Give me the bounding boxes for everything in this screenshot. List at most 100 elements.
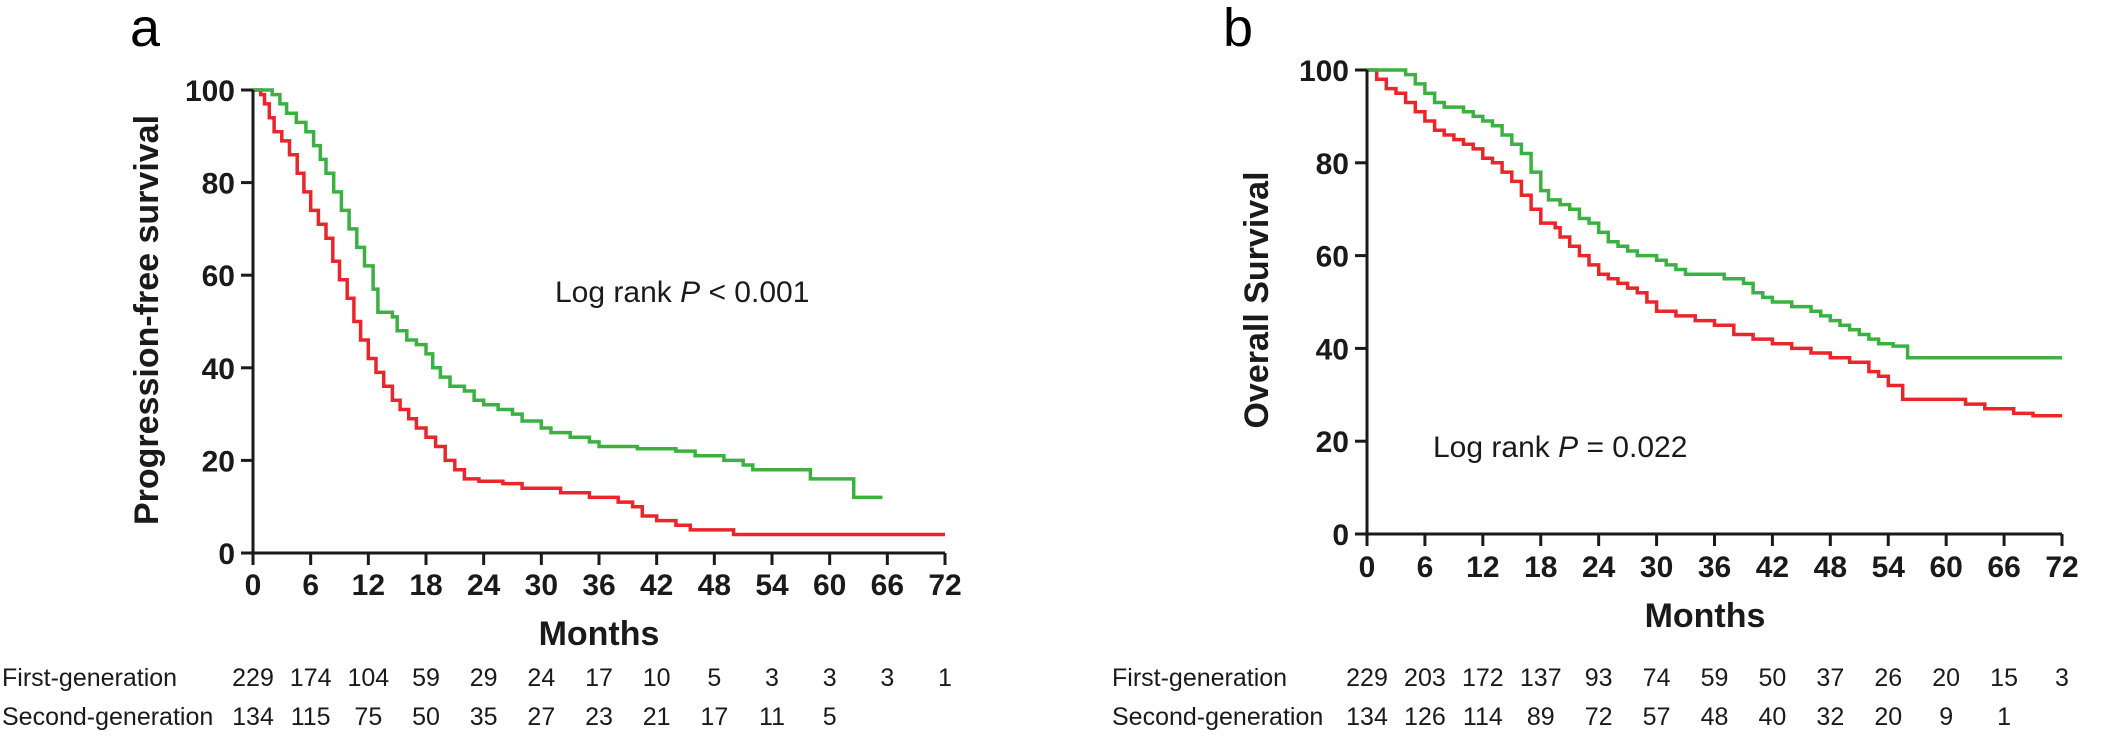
panel-a-pfs-chart: a 0 20 40 60 80 100 0 6 12 18 24 30 36 42 48 54 60 66 72 P… (2, 0, 962, 731)
panel-a-x-tick-label: 72 (928, 569, 961, 602)
panel-a-risk-second-generation-value: 21 (643, 703, 671, 731)
panel-a-x-tick-label: 0 (245, 569, 262, 602)
panel-b-x-tick-label: 54 (1872, 551, 1906, 584)
panel-a-risk-first-generation-value: 10 (643, 664, 671, 692)
panel-a-annot-suffix: < 0.001 (700, 276, 809, 309)
panel-a-xlabel: Months (539, 615, 660, 653)
panel-b-y-tick-label: 40 (1316, 333, 1349, 366)
panel-a-logrank-annotation: Log rank P < 0.001 (555, 276, 809, 309)
panel-a-risk-second-generation-value: 50 (412, 703, 440, 731)
panel-b-series (1367, 68, 2062, 418)
panel-b-y-tick-label: 60 (1316, 241, 1349, 274)
panel-b-risk-first-generation-value: 172 (1462, 664, 1504, 692)
panel-a-axes: 0 20 40 60 80 100 0 6 12 18 24 30 36 42 48 54 60 66 72 (185, 75, 962, 602)
panel-b-x-tick-label: 24 (1582, 551, 1616, 584)
panel-a-annot-p: P (680, 276, 700, 309)
panel-b-risk-first-generation-value: 20 (1932, 664, 1960, 692)
panel-a-risk-second-generation-value: 27 (527, 703, 555, 731)
panel-b-risk-second-generation-value: 72 (1585, 703, 1613, 731)
panel-b-risk-first-generation-value: 137 (1520, 664, 1562, 692)
panel-a-risk-second-generation-value: 11 (759, 703, 785, 731)
panel-a-risk-first-generation-value: 104 (347, 664, 389, 692)
panel-b-risk-first-generation-value: 93 (1585, 664, 1613, 692)
panel-a-risk-second-generation-value: 134 (232, 703, 274, 731)
panel-b-risk-first-generation-value: 59 (1701, 664, 1729, 692)
panel-b-annot-prefix: Log rank (1433, 431, 1558, 464)
panel-a-y-tick-label: 0 (218, 538, 235, 571)
panel-a-x-tick-label: 54 (755, 569, 789, 602)
panel-b-annot-p: P (1558, 431, 1578, 464)
panel-b-second-generation-curve (1367, 68, 2062, 360)
panel-b-ylabel: Overall Survival (1238, 171, 1276, 428)
panel-b-y-tick-label: 0 (1332, 519, 1349, 552)
panel-b-logrank-annotation: Log rank P = 0.022 (1433, 431, 1687, 464)
panel-a-risk-first-generation-value: 29 (470, 664, 498, 692)
panel-b-risk-first-generation-value: 50 (1759, 664, 1787, 692)
panel-b-letter: b (1223, 0, 1253, 58)
panel-a-x-tick-label: 12 (352, 569, 385, 602)
panel-a-risk-label-first: First-generation (2, 664, 177, 692)
panel-a-x-tick-label: 42 (640, 569, 673, 602)
panel-a-x-tick-label: 6 (302, 569, 319, 602)
panel-a-risk-second-generation-value: 35 (470, 703, 498, 731)
panel-a-risk-first-generation-value: 3 (765, 664, 779, 692)
panel-b-risk-second-generation-value: 48 (1701, 703, 1729, 731)
panel-b-risk-label-second: Second-generation (1112, 703, 1323, 731)
panel-a-ylabel: Progression-free survival (128, 115, 166, 525)
panel-a-risk-first-generation-value: 3 (880, 664, 894, 692)
panel-b-xlabel: Months (1645, 597, 1766, 635)
panel-a-letter: a (130, 0, 161, 58)
panel-b-x-tick-label: 72 (2045, 551, 2078, 584)
panel-b-risk-first-generation-value: 229 (1346, 664, 1388, 692)
panel-b-risk-second-generation-value: 126 (1404, 703, 1446, 731)
panel-b-risk-second-generation-value: 40 (1759, 703, 1787, 731)
panel-b-risk-second-generation-value: 57 (1643, 703, 1671, 731)
panel-b-risk-first-generation-value: 26 (1874, 664, 1902, 692)
panel-b-risk-first-generation-value: 37 (1816, 664, 1844, 692)
panel-b-risk-first-generation-value: 3 (2055, 664, 2069, 692)
panel-a-series (253, 88, 945, 537)
panel-b-x-tick-label: 48 (1814, 551, 1847, 584)
panel-b-x-tick-label: 0 (1359, 551, 1376, 584)
panel-b-risk-second-generation-value: 134 (1346, 703, 1388, 731)
panel-a-risk-second-generation-value: 17 (700, 703, 728, 731)
panel-b-risk-first-generation-value: 15 (1990, 664, 2018, 692)
panel-a-x-tick-label: 66 (871, 569, 904, 602)
panel-b-first-generation-curve (1367, 68, 2062, 418)
panel-a-y-tick-label: 40 (202, 353, 235, 386)
panel-a-risk-first-generation-value: 3 (823, 664, 837, 692)
panel-a-x-tick-label: 18 (409, 569, 442, 602)
panel-a-x-tick-label: 30 (525, 569, 558, 602)
panel-b-annot-suffix: = 0.022 (1578, 431, 1687, 464)
panel-a-y-tick-label: 60 (202, 260, 235, 293)
panel-b-x-tick-label: 30 (1640, 551, 1673, 584)
panel-a-x-tick-label: 48 (698, 569, 731, 602)
panel-a-y-tick-label: 20 (202, 445, 235, 478)
panel-a-risk-second-generation-value: 5 (823, 703, 837, 731)
panel-a-risk-first-generation-value: 1 (938, 664, 952, 692)
panel-a-risk-first-generation-value: 17 (585, 664, 613, 692)
panel-b-risk-first-generation-value: 74 (1643, 664, 1671, 692)
panel-a-risk-second-generation-value: 23 (585, 703, 613, 731)
panel-a-annot-prefix: Log rank (555, 276, 680, 309)
panel-b-risk-second-generation-value: 89 (1527, 703, 1555, 731)
panel-b-os-chart: b 0 20 40 60 80 100 0 6 12 18 24 30 36 42 48 54 60 66 72 O… (1112, 0, 2079, 731)
panel-b-axes: 0 20 40 60 80 100 0 6 12 18 24 30 36 42 48 54 60 66 72 (1299, 55, 2079, 584)
panel-a-x-tick-label: 36 (582, 569, 615, 602)
panel-b-risk-first-generation-value: 203 (1404, 664, 1446, 692)
panel-b-x-tick-label: 6 (1417, 551, 1434, 584)
panel-b-risk-label-first: First-generation (1112, 664, 1287, 692)
panel-b-x-tick-label: 66 (1987, 551, 2020, 584)
panel-a-risk-second-generation-value: 75 (354, 703, 382, 731)
panel-b-risk-second-generation-value: 32 (1816, 703, 1844, 731)
panel-b-y-tick-label: 100 (1299, 55, 1349, 88)
panel-b-risk-second-generation-value: 20 (1874, 703, 1902, 731)
panel-a-risk-first-generation-value: 59 (412, 664, 440, 692)
panel-b-x-tick-label: 60 (1929, 551, 1962, 584)
panel-b-x-tick-label: 42 (1756, 551, 1789, 584)
panel-a-y-tick-label: 80 (202, 168, 235, 201)
panel-b-y-tick-label: 80 (1316, 148, 1349, 181)
